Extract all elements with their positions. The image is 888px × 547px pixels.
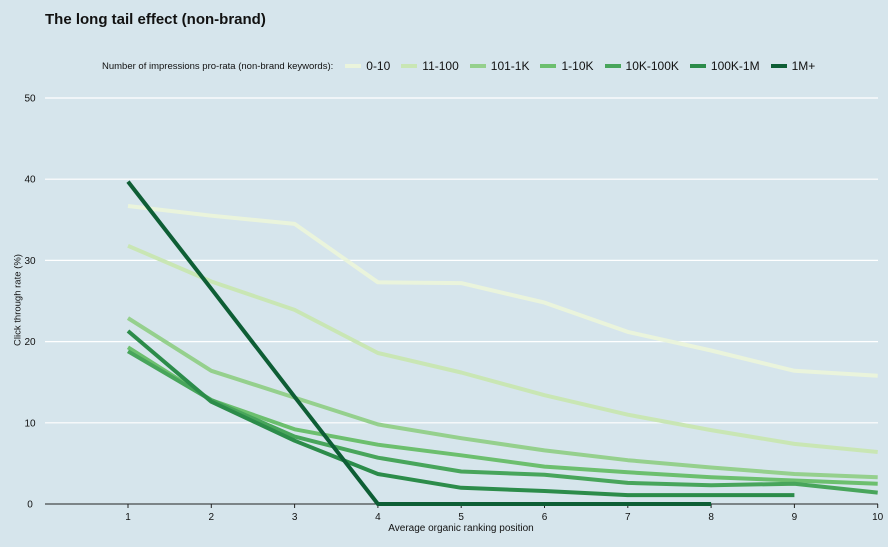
series-line-101-1K (126, 316, 878, 480)
legend-swatch (401, 64, 418, 68)
legend-item: 11-100 (401, 59, 459, 73)
x-tick-label: 2 (209, 512, 215, 523)
series-line-11-100 (127, 243, 878, 454)
x-tick-label: 6 (542, 512, 548, 523)
legend-label: 11-100 (422, 59, 459, 73)
legend-label: 101-1K (490, 59, 530, 73)
series-line-0-10 (127, 204, 878, 378)
legend: Number of impressions pro-rata (non-bran… (102, 59, 826, 73)
legend-item: 1M+ (770, 59, 816, 73)
legend-label: 100K-1M (710, 59, 760, 73)
y-tick-label: 20 (24, 337, 36, 348)
legend-items: 0-10 11-100 101-1K 1-10K 10K-100K 100K-1M 1M+ (345, 59, 826, 73)
series-line-1M+ (126, 180, 712, 506)
y-tick-label: 0 (27, 500, 33, 511)
legend-label: 1M+ (791, 59, 816, 73)
legend-item: 0-10 (345, 59, 390, 73)
x-tick-label: 3 (292, 512, 298, 523)
y-tick-label: 50 (24, 94, 36, 105)
series-line-10K-100K (126, 349, 878, 495)
x-tick-label: 4 (375, 512, 381, 523)
series-line-1-10K (126, 345, 878, 486)
legend-label: 10K-100K (625, 59, 679, 73)
legend-item: 1-10K (540, 59, 594, 73)
x-tick-label: 8 (708, 512, 714, 523)
x-tick-label: 5 (458, 512, 464, 523)
y-tick-label: 40 (24, 175, 36, 186)
axes: 0 10 20 30 40 50 1 2 3 4 5 6 7 8 9 10 (24, 94, 883, 524)
x-axis-label: Average organic ranking position (388, 523, 533, 534)
x-tick-label: 1 (125, 512, 131, 523)
legend-swatch (345, 64, 362, 68)
grid (45, 97, 878, 505)
x-tick-label: 10 (872, 512, 884, 523)
legend-swatch (469, 64, 486, 68)
y-tick-label: 10 (24, 418, 36, 429)
x-tick-label: 7 (625, 512, 631, 523)
chart-title: The long tail effect (non-brand) (45, 11, 266, 28)
legend-label: 1-10K (561, 59, 594, 73)
legend-swatch (604, 64, 621, 68)
legend-swatch (540, 64, 557, 68)
series-lines (126, 180, 878, 506)
y-tick-label: 30 (24, 256, 36, 267)
legend-title: Number of impressions pro-rata (non-bran… (102, 60, 334, 72)
legend-item: 101-1K (469, 59, 530, 73)
legend-label: 0-10 (366, 59, 391, 73)
legend-swatch (689, 64, 706, 68)
legend-item: 100K-1M (689, 59, 760, 73)
legend-item: 10K-100K (604, 59, 679, 73)
legend-swatch (770, 64, 787, 68)
x-tick-label: 9 (792, 512, 798, 523)
series-line-100K-1M (126, 329, 795, 498)
